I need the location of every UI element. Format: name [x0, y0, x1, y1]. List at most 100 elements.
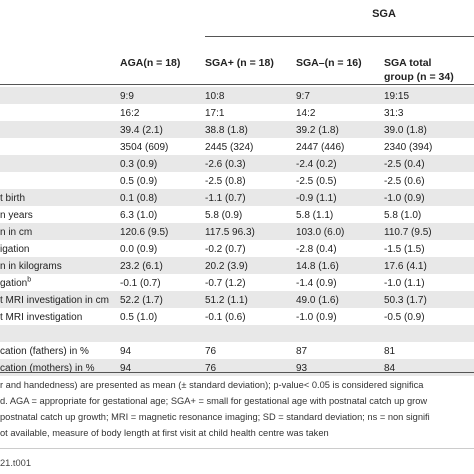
- table-cell: -1.0 (0.9): [296, 312, 337, 323]
- row-label: t MRI investigation in cm: [0, 295, 109, 306]
- table-cell: -1.0 (0.9): [384, 193, 425, 204]
- table-row: igation 0.0 (0.9) -0.2 (0.7) -2.8 (0.4) -1.5…: [0, 240, 474, 257]
- table-cell: -1.5 (1.5): [384, 244, 425, 255]
- table-cell: 20.2 (3.9): [205, 261, 248, 272]
- table-cell: 94: [120, 346, 132, 357]
- table-cell: -1.0 (1.1): [384, 278, 425, 289]
- table-row: 0.3 (0.9) -2.6 (0.3) -2.4 (0.2) -2.5 (0.4): [0, 155, 474, 172]
- table-row: 39.4 (2.1) 38.8 (1.8) 39.2 (1.8) 39.0 (1.8): [0, 121, 474, 138]
- table-cell: 117.5 96.3): [205, 227, 255, 238]
- table-cell: 9:9: [120, 91, 134, 102]
- footnote-1: r and handedness) are presented as mean …: [0, 380, 424, 390]
- table-cell: -2.5 (0.4): [384, 159, 425, 170]
- table-cell: 19:15: [384, 91, 410, 102]
- table-row: n in cm 120.6 (9.5) 117.5 96.3) 103.0 (6.0)…: [0, 223, 474, 240]
- table-cell: 0.0 (0.9): [120, 244, 158, 255]
- table-cell: 93: [296, 363, 308, 374]
- table-cell: 17.6 (4.1): [384, 261, 427, 272]
- row-label: n in cm: [0, 227, 33, 238]
- table-cell: 39.4 (2.1): [120, 125, 163, 136]
- table-row: [0, 325, 474, 342]
- table-cell: -2.6 (0.3): [205, 159, 246, 170]
- table-cell: -2.4 (0.2): [296, 159, 337, 170]
- table-row: 16:2 17:1 14:2 31:3: [0, 104, 474, 121]
- sga-header-rule: [205, 36, 474, 37]
- table-row: t MRI investigation 0.5 (1.0) -0.1 (0.6) -1…: [0, 308, 474, 325]
- table-cell: -1.4 (0.9): [296, 278, 337, 289]
- table-cell: 49.0 (1.6): [296, 295, 339, 306]
- table-cell: 10:8: [205, 91, 225, 102]
- table-cell: 0.5 (0.9): [120, 176, 158, 187]
- footnote-2: d. AGA = appropriate for gestational age…: [0, 396, 428, 406]
- table-cell: -1.1 (0.7): [205, 193, 246, 204]
- table-cell: 6.3 (1.0): [120, 210, 158, 221]
- table-cell: 38.8 (1.8): [205, 125, 248, 136]
- table-cell: 16:2: [120, 108, 140, 119]
- table-cell: 17:1: [205, 108, 225, 119]
- table-cell: 50.3 (1.7): [384, 295, 427, 306]
- column-header-sga-minus: SGA–(n = 16): [296, 57, 362, 69]
- column-header-sga-plus: SGA+ (n = 18): [205, 57, 274, 69]
- table-row: cation (fathers) in % 94 76 87 81: [0, 342, 474, 359]
- table-cell: 3504 (609): [120, 142, 169, 153]
- table-cell: 120.6 (9.5): [120, 227, 169, 238]
- table-cell: 39.2 (1.8): [296, 125, 339, 136]
- table-cell: -2.5 (0.6): [384, 176, 425, 187]
- table-row: n in kilograms 23.2 (6.1) 20.2 (3.9) 14.8 (…: [0, 257, 474, 274]
- row-label: t birth: [0, 193, 26, 204]
- doi-rule: [0, 448, 474, 449]
- table-cell: 0.1 (0.8): [120, 193, 158, 204]
- table-cell: -2.5 (0.5): [296, 176, 337, 187]
- table-row: cation (mothers) in % 94 76 93 84: [0, 359, 474, 376]
- table-cell: 0.3 (0.9): [120, 159, 158, 170]
- table-cell: 5.8 (1.0): [384, 210, 422, 221]
- table-cell: 94: [120, 363, 132, 374]
- table-doi: 21.t001: [0, 458, 32, 468]
- row-label: t MRI investigation: [0, 312, 83, 323]
- table-cell: 5.8 (0.9): [205, 210, 243, 221]
- table-cell: 14:2: [296, 108, 316, 119]
- table-cell: 2340 (394): [384, 142, 433, 153]
- row-label: igation: [0, 244, 30, 255]
- column-header-sga-total: SGA total group (n = 34): [384, 57, 454, 83]
- table-cell: -0.5 (0.9): [384, 312, 425, 323]
- row-label: cation (fathers) in %: [0, 346, 89, 357]
- table-cell: 2445 (324): [205, 142, 254, 153]
- table-cell: 39.0 (1.8): [384, 125, 427, 136]
- table-cell: 5.8 (1.1): [296, 210, 334, 221]
- table-cell: 76: [205, 363, 217, 374]
- table-cell: 52.2 (1.7): [120, 295, 163, 306]
- table-cell: -2.5 (0.8): [205, 176, 246, 187]
- footnote-4: ot available, measure of body length at …: [0, 428, 329, 438]
- table-row: t MRI investigation in cm 52.2 (1.7) 51.2 …: [0, 291, 474, 308]
- table-cell: -0.1 (0.6): [205, 312, 246, 323]
- table-row: gationb -0.1 (0.7) -0.7 (1.2) -1.4 (0.9) -1.…: [0, 274, 474, 291]
- table-cell: 14.8 (1.6): [296, 261, 339, 272]
- table-cell: 87: [296, 346, 308, 357]
- table-cell: 2447 (446): [296, 142, 345, 153]
- table-cell: -2.8 (0.4): [296, 244, 337, 255]
- table-row: 3504 (609) 2445 (324) 2447 (446) 2340 (394): [0, 138, 474, 155]
- header-rule: [0, 84, 474, 85]
- footnote-3: postnatal catch up growth; MRI = magneti…: [0, 412, 430, 422]
- table-row: 0.5 (0.9) -2.5 (0.8) -2.5 (0.5) -2.5 (0.6): [0, 172, 474, 189]
- column-header-aga: AGA(n = 18): [120, 57, 181, 69]
- table-cell: 51.2 (1.1): [205, 295, 248, 306]
- table-cell: 84: [384, 363, 396, 374]
- table-cell: 0.5 (1.0): [120, 312, 158, 323]
- row-label: n in kilograms: [0, 261, 62, 272]
- table-bottom-rule: [0, 372, 474, 373]
- table-row: t birth 0.1 (0.8) -1.1 (0.7) -0.9 (1.1) -1.0…: [0, 189, 474, 206]
- table-cell: 76: [205, 346, 217, 357]
- table-cell: -0.9 (1.1): [296, 193, 337, 204]
- table-cell: -0.1 (0.7): [120, 278, 161, 289]
- table-cell: -0.2 (0.7): [205, 244, 246, 255]
- sga-group-header: SGA: [372, 8, 396, 20]
- row-label: n years: [0, 210, 33, 221]
- table-cell: -0.7 (1.2): [205, 278, 246, 289]
- table-cell: 81: [384, 346, 396, 357]
- table-row: 9:9 10:8 9:7 19:15: [0, 87, 474, 104]
- table-cell: 9:7: [296, 91, 310, 102]
- row-label: cation (mothers) in %: [0, 363, 95, 374]
- row-label-footnote-mark: b: [27, 276, 32, 284]
